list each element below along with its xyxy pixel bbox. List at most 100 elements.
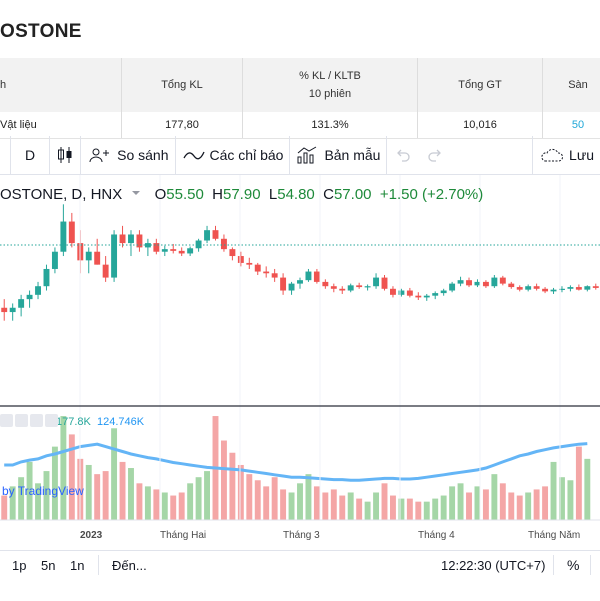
candle-body (103, 265, 109, 278)
volume-bar (424, 502, 430, 520)
candle-style-button[interactable] (50, 136, 80, 174)
candle-body (128, 234, 134, 243)
range-1n-button[interactable]: 1n (70, 558, 84, 573)
candle-body (551, 290, 557, 292)
volume-value: 177.8K (56, 416, 91, 428)
candle-body (382, 278, 388, 289)
volume-bar (500, 483, 506, 520)
volume-bar (576, 447, 582, 520)
candle-body (179, 251, 185, 254)
volume-bar (1, 496, 7, 520)
candle-body (373, 278, 379, 287)
stats-cell-volume-ratio: 131.3% (243, 112, 418, 139)
compare-button[interactable]: So sánh (81, 136, 174, 174)
save-button[interactable]: Lưu (533, 136, 600, 174)
volume-bar (136, 483, 142, 520)
high-value: 57.90 (223, 186, 261, 203)
candle-body (415, 296, 421, 298)
candle-body (162, 249, 168, 252)
range-5n-button[interactable]: 5n (41, 558, 55, 573)
candle-body (263, 272, 269, 274)
gear-icon[interactable] (30, 414, 43, 427)
volume-bar (289, 492, 295, 520)
volume-bar (187, 483, 193, 520)
volume-bar (407, 499, 413, 520)
volume-bar (221, 441, 227, 520)
eye-icon[interactable] (0, 414, 13, 427)
indicators-label: Các chỉ báo (210, 147, 284, 163)
volume-bar (179, 492, 185, 520)
price-chart[interactable] (0, 175, 600, 550)
candle-body (94, 252, 100, 265)
goto-date-button[interactable]: Đến... (112, 558, 147, 573)
volume-bar (60, 416, 66, 520)
volume-bar (204, 471, 210, 520)
axis-label-may: Tháng Năm (528, 530, 580, 541)
volume-bar (229, 453, 235, 520)
candle-body (466, 280, 472, 285)
stats-cell-volume: 177,80 (122, 112, 243, 139)
symbol-label: OSTONE, D, HNX (0, 186, 122, 203)
time-axis[interactable]: 2023 Tháng Hai Tháng 3 Tháng 4 Tháng Năm (0, 520, 600, 550)
compare-label: So sánh (117, 147, 168, 163)
close-icon[interactable] (45, 414, 58, 427)
volume-bar (145, 486, 151, 520)
volume-bar (567, 480, 573, 520)
stats-header-group: h (0, 58, 122, 112)
volume-bar (517, 496, 523, 520)
candle-body (153, 243, 159, 252)
cloud-icon (539, 145, 565, 165)
volume-ma-value: 124.746K (97, 416, 144, 428)
volume-bar (280, 489, 286, 520)
candle-body (289, 284, 295, 291)
range-1p-button[interactable]: 1p (12, 558, 26, 573)
candle-body (213, 230, 219, 239)
candle-body (246, 263, 252, 265)
candle-body (525, 286, 531, 289)
save-label: Lưu (569, 147, 594, 163)
close-value: 57.00 (334, 186, 372, 203)
candle-body (69, 222, 75, 244)
stats-header-value: Tổng GT (418, 58, 543, 112)
volume-bar (441, 496, 447, 520)
volume-bar (525, 492, 531, 520)
volume-bar (534, 489, 540, 520)
volume-bar (398, 499, 404, 520)
candle-body (111, 234, 117, 277)
undo-button[interactable] (387, 136, 419, 174)
candle-body (356, 285, 362, 287)
candle-body (314, 272, 320, 282)
candle-body (500, 278, 506, 284)
settings-icon[interactable] (15, 414, 28, 427)
volume-bar (466, 492, 472, 520)
candle-body (398, 291, 404, 295)
open-label: O (155, 186, 167, 203)
candle-body (204, 230, 210, 240)
candle-body (255, 265, 261, 272)
candle-body (407, 291, 413, 296)
candle-body (348, 285, 354, 290)
redo-button[interactable] (419, 136, 451, 174)
candle-body (35, 286, 41, 295)
stats-cell-value: 10,016 (418, 112, 543, 139)
percent-scale-button[interactable]: % (567, 557, 579, 573)
interval-button[interactable]: D (11, 136, 49, 174)
clock-display[interactable]: 12:22:30 (UTC+7) (441, 558, 545, 573)
axis-label-mar: Tháng 3 (283, 530, 320, 541)
redo-icon (427, 147, 443, 163)
candle-body (534, 286, 540, 289)
volume-bar (584, 459, 590, 520)
volume-bar (483, 489, 489, 520)
bottom-divider (98, 555, 99, 575)
indicators-button[interactable]: Các chỉ báo (176, 136, 290, 174)
candle-body (491, 278, 497, 287)
candle-body (86, 252, 92, 261)
templates-button[interactable]: Bản mẫu (290, 136, 386, 174)
stats-cell-floor: 50 (543, 112, 600, 139)
volume-bar (415, 502, 421, 520)
templates-label: Bản mẫu (324, 147, 380, 163)
symbol-dropdown-icon[interactable] (130, 188, 142, 198)
volume-bar (162, 492, 168, 520)
volume-bar (373, 492, 379, 520)
